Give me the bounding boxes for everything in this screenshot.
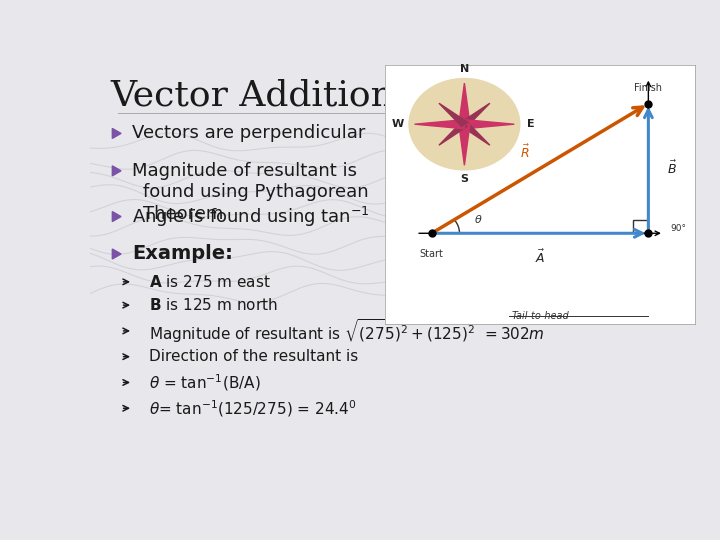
Text: Vectors are perpendicular: Vectors are perpendicular bbox=[132, 124, 365, 143]
Polygon shape bbox=[112, 129, 121, 138]
Text: Magnitude of resultant is $\sqrt{(275)^2+(125)^2}\ =302m$: Magnitude of resultant is $\sqrt{(275)^2… bbox=[148, 317, 544, 345]
Polygon shape bbox=[459, 83, 470, 124]
Text: $\theta$: $\theta$ bbox=[474, 213, 482, 225]
Text: S: S bbox=[460, 174, 469, 184]
Polygon shape bbox=[462, 122, 490, 145]
Text: Vector Addition – Example 2: Vector Addition – Example 2 bbox=[110, 79, 628, 113]
Text: 90°: 90° bbox=[670, 224, 686, 233]
Text: $\mathbf{A}$ is 275 m east: $\mathbf{A}$ is 275 m east bbox=[148, 274, 270, 290]
Text: $\theta$ = tan$^{-1}$(B/A): $\theta$ = tan$^{-1}$(B/A) bbox=[148, 372, 261, 393]
Polygon shape bbox=[112, 249, 121, 259]
Text: found using Pythagorean: found using Pythagorean bbox=[143, 184, 369, 201]
Text: Angle is found using tan$^{-1}$: Angle is found using tan$^{-1}$ bbox=[132, 205, 369, 228]
Text: Theorem: Theorem bbox=[143, 205, 223, 223]
Text: Finish: Finish bbox=[634, 83, 662, 93]
Text: N: N bbox=[460, 64, 469, 75]
Text: Magnitude of resultant is: Magnitude of resultant is bbox=[132, 162, 357, 180]
Polygon shape bbox=[439, 103, 467, 126]
Text: Start: Start bbox=[420, 249, 444, 259]
Polygon shape bbox=[415, 120, 464, 129]
Bar bbox=[633, 220, 649, 233]
Text: Example:: Example: bbox=[132, 245, 233, 264]
Polygon shape bbox=[439, 122, 467, 145]
Polygon shape bbox=[459, 124, 470, 165]
Polygon shape bbox=[464, 120, 514, 129]
Text: $\mathbf{B}$ is 125 m north: $\mathbf{B}$ is 125 m north bbox=[148, 297, 277, 313]
Text: $\theta$= tan$^{-1}$(125/275) = 24.4$^0$: $\theta$= tan$^{-1}$(125/275) = 24.4$^0$ bbox=[148, 398, 356, 419]
Text: $\vec{A}$: $\vec{A}$ bbox=[535, 249, 545, 266]
Text: E: E bbox=[527, 119, 535, 129]
Text: W: W bbox=[392, 119, 404, 129]
Polygon shape bbox=[112, 166, 121, 176]
Text: $\vec{B}$: $\vec{B}$ bbox=[667, 160, 677, 177]
Text: Direction of the resultant is: Direction of the resultant is bbox=[148, 349, 358, 364]
Text: Tail-to-head: Tail-to-head bbox=[511, 311, 569, 321]
Polygon shape bbox=[462, 103, 490, 126]
Polygon shape bbox=[112, 212, 121, 221]
Text: $\vec{R}$: $\vec{R}$ bbox=[520, 144, 529, 161]
Circle shape bbox=[409, 78, 520, 170]
